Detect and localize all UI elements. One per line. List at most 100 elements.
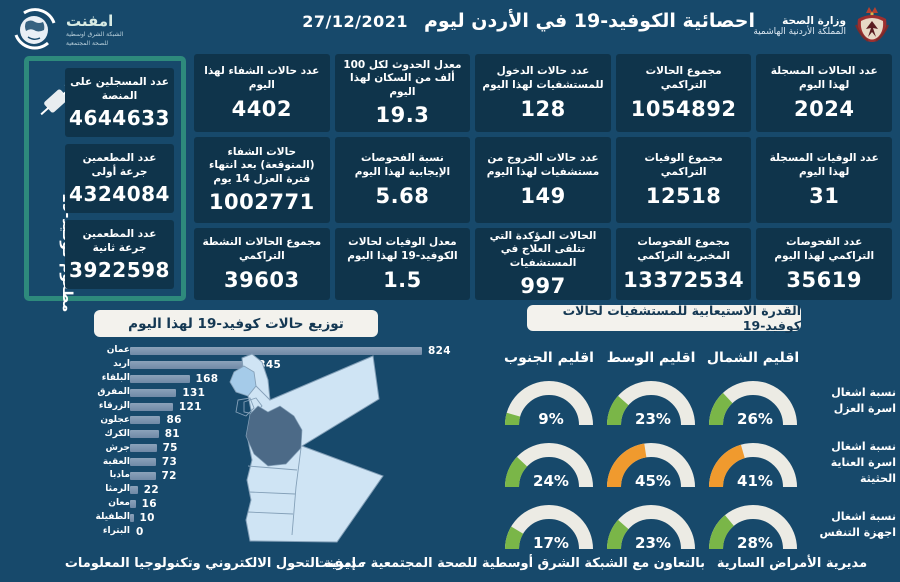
bar-row: معان 16: [86, 497, 416, 511]
emphnet-logo: امفنت الشبكة الشرق اوسطية للصحة المجتمعي…: [12, 7, 123, 53]
bar-chart-title: توزيع حالات كوفيد-19 لهذا اليوم: [94, 310, 378, 337]
bar-row: جرش 75: [86, 441, 416, 455]
bar-row: الزرقاء 121: [86, 400, 416, 414]
bar: [130, 444, 157, 453]
stat-card-value: 13372534: [623, 267, 745, 292]
gauge-cell: 45%: [600, 436, 702, 490]
bar-label: الطفيلة: [95, 512, 130, 523]
gauge-cell: 23%: [600, 374, 702, 428]
bar-label: الرمثا: [105, 484, 130, 495]
bar-row: عجلون 86: [86, 413, 416, 427]
bar-row: المفرق 131: [86, 386, 416, 400]
bar-value: 75: [162, 442, 178, 455]
stat-card: عدد الحالات المسجلة لهذا اليوم 2024: [756, 54, 892, 132]
bar-label: معان: [108, 498, 130, 509]
bar-value: 22: [143, 483, 159, 496]
vaccination-card: عدد المطعمين جرعة أولى 4324084: [65, 144, 174, 213]
bar-label: الزرقاء: [98, 401, 130, 411]
emphnet-subline: للصحة المجتمعية: [66, 40, 109, 47]
stat-card-value: 2024: [793, 96, 855, 121]
gauge: 17%: [505, 505, 593, 552]
bar-label: جرش: [105, 442, 130, 453]
bar-label: عجلون: [100, 414, 130, 425]
stat-card: معدل الحدوث لكل 100 ألف من السكان لهذا ا…: [334, 54, 471, 132]
bar-row: العقبة 73: [86, 455, 416, 469]
jordan-choropleth-map: [229, 353, 384, 543]
stat-card-value: 39603: [224, 267, 300, 292]
gauge: 28%: [709, 505, 797, 552]
footer-it-directorate: مديرية التحول الالكتروني وتكنولوجيا المع…: [64, 556, 366, 571]
stat-card-label: عدد المسجلين على المنصة: [70, 75, 169, 102]
gauge-value: 17%: [533, 534, 569, 552]
vaccination-cards: عدد المسجلين على المنصة 4644633 عدد المطعم…: [65, 68, 174, 289]
bar-row: الكرك 81: [86, 427, 416, 441]
bar-label: المفرق: [97, 387, 130, 398]
stat-card-label: عدد الوفيات المسجلة لهذا اليوم: [769, 152, 879, 178]
stat-card-value: 35619: [786, 267, 862, 292]
stat-card: معدل الوفيات لحالات الكوفيد-19 لهذا اليو…: [334, 228, 471, 300]
stat-card: عدد حالات الدخول للمستشفيات لهذا اليوم 12…: [475, 54, 611, 132]
region-column-header: اقليم الوسط: [606, 350, 696, 366]
page-title: احصائية الكوفيد-19 في الأردن ليوم: [423, 10, 755, 32]
stat-card-label: عدد الحالات المسجلة لهذا اليوم: [770, 65, 878, 91]
bar-value: 72: [161, 469, 177, 482]
bar-row: البتراء 0: [86, 525, 416, 539]
bar-label: العقبة: [102, 456, 130, 467]
gauge: 23%: [607, 505, 695, 552]
footer-diseases-directorate: مديرية الأمراض السارية: [716, 556, 868, 571]
report-date: 27/12/2021: [302, 11, 408, 31]
stat-card: عدد حالات الشفاء لهذا اليوم 4402: [194, 54, 330, 132]
vaccination-card: عدد المطعمين جرعة ثانية 3922598: [65, 220, 174, 289]
region-column-header: اقليم الشمال: [706, 350, 800, 366]
bar-chart: عمان 824 اربد 345 البلقاء 168 المفرق 131 الزرقاء…: [86, 344, 451, 539]
stat-card-label: عدد المطعمين جرعة ثانية: [82, 227, 157, 254]
gauge: 41%: [709, 443, 797, 490]
bar: [130, 346, 422, 355]
stat-card: مجموع الفحوصات المخبرية التراكمي 13372534: [615, 228, 752, 300]
stat-card: عدد الفحوصات التراكمي لهذا اليوم 35619: [756, 228, 892, 300]
bar: [130, 458, 156, 467]
gauge-row-label: نسبة اشغال اسرة العزل: [831, 386, 896, 415]
bar-value: 10: [139, 511, 155, 524]
gauge-value: 26%: [737, 410, 773, 428]
gauge-cell: 26%: [702, 374, 804, 428]
vaccination-card: عدد المسجلين على المنصة 4644633: [65, 68, 174, 137]
stat-card-label: عدد حالات الشفاء لهذا اليوم: [204, 65, 320, 91]
bar-row: مادبا 72: [86, 469, 416, 483]
bar-row: الطفيلة 10: [86, 511, 416, 525]
stat-card-label: عدد حالات الخروج من مستشفيات لهذا اليوم: [486, 152, 600, 178]
stat-card-label: مجموع الفحوصات المخبرية التراكمي: [637, 236, 730, 262]
emphnet-name: امفنت: [66, 12, 114, 30]
bar-value: 81: [164, 428, 180, 441]
stat-card-value: 31: [809, 183, 840, 208]
bar-row: عمان 824: [86, 344, 451, 358]
stat-card: عدد حالات الخروج من مستشفيات لهذا اليوم 1…: [475, 137, 611, 223]
gauge-value: 41%: [737, 472, 773, 490]
bar-value: 168: [195, 372, 219, 385]
stat-card-label: عدد حالات الدخول للمستشفيات لهذا اليوم: [482, 65, 604, 91]
stat-card-value: 4644633: [69, 106, 170, 131]
stat-card-label: عدد الفحوصات التراكمي لهذا اليوم: [774, 236, 875, 262]
bar-value: 824: [428, 344, 451, 357]
stat-card: حالات الشفاء (المتوقعة) بعد انتهاء فترة …: [194, 137, 330, 223]
bar: [130, 499, 136, 508]
stat-card-value: 4324084: [69, 182, 170, 207]
stat-card-label: معدل الوفيات لحالات الكوفيد-19 لهذا اليو…: [347, 236, 458, 262]
bar: [130, 374, 190, 383]
stat-card-value: 4402: [231, 96, 293, 121]
stat-card-label: مجموع الوفيات التراكمي: [644, 152, 723, 178]
stat-card-value: 1.5: [383, 267, 422, 292]
stat-card: مجموع الحالات النشطة التراكمي 39603: [194, 228, 330, 300]
stat-card-label: نسبة الفحوصات الإيجابية لهذا اليوم: [354, 152, 451, 178]
bar-value: 0: [136, 525, 144, 538]
gauge-value: 45%: [635, 472, 671, 490]
region-column-header: اقليم الجنوب: [504, 350, 594, 366]
stat-card: عدد الوفيات المسجلة لهذا اليوم 31: [756, 137, 892, 223]
gauge-cell: 41%: [702, 436, 804, 490]
gauge-value: 23%: [635, 410, 671, 428]
stat-card: الحالات المؤكدة التي تتلقى العلاج في الم…: [475, 228, 611, 300]
globe-icon: [14, 8, 56, 50]
stat-card-label: معدل الحدوث لكل 100 ألف من السكان لهذا ا…: [343, 58, 462, 98]
bar-label: عمان: [106, 345, 130, 356]
